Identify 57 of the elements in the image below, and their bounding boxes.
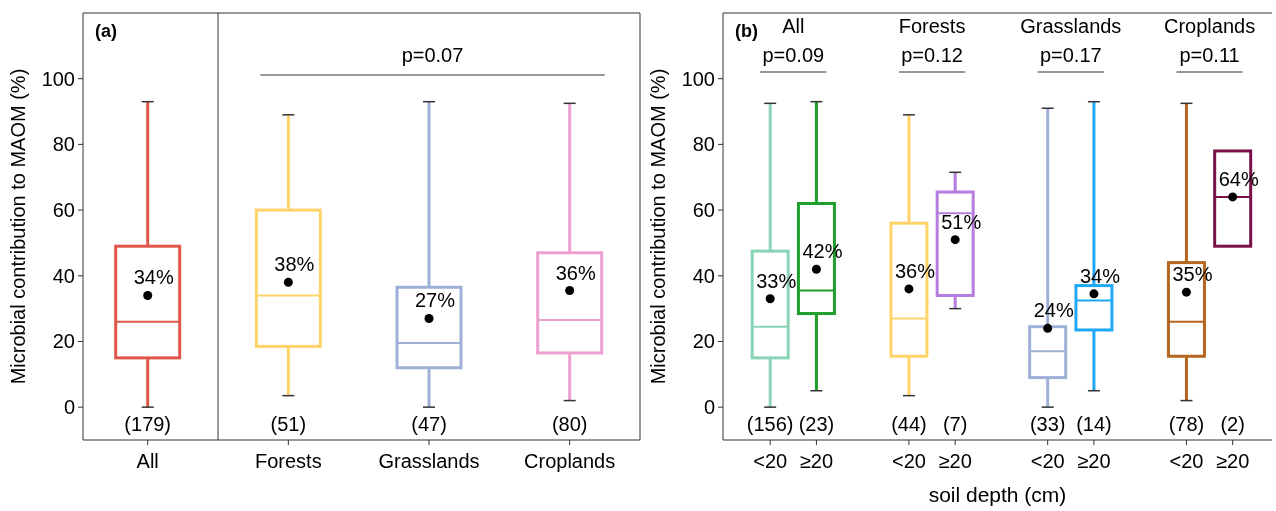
annotation: p=0.07 xyxy=(401,44,464,66)
annotation: Grasslands xyxy=(1020,15,1122,37)
x-tick-label: ≥20 xyxy=(1077,450,1111,472)
text: (b) xyxy=(735,21,758,41)
y-tick-label: 60 xyxy=(52,199,75,222)
annotation: (2) xyxy=(1220,412,1245,435)
x-tick-label: Croplands xyxy=(524,450,616,472)
y-tick-label: 100 xyxy=(681,67,715,90)
y-tick-label: 60 xyxy=(692,199,715,222)
annotation: (33) xyxy=(1029,412,1066,435)
annotation: (47) xyxy=(411,412,447,435)
y-tick-label: 0 xyxy=(703,396,715,419)
x-tick-label: <20 xyxy=(891,450,926,472)
annotation: (23) xyxy=(798,412,835,435)
y-tick-label: 100 xyxy=(41,67,75,90)
x-tick-label: Forests xyxy=(255,450,322,472)
annotation: (179) xyxy=(124,412,172,435)
annotation: 38% xyxy=(274,253,315,276)
x-tick-label: All xyxy=(136,450,159,472)
y-tick-label: 20 xyxy=(52,330,75,353)
x-tick-label: <20 xyxy=(1169,450,1204,472)
y-tick-label: 40 xyxy=(692,264,715,287)
annotation: p=0.09 xyxy=(762,44,825,66)
annotation: (51) xyxy=(270,412,307,435)
x-tick-label: ≥20 xyxy=(1216,450,1250,472)
annotation: (44) xyxy=(891,412,927,435)
x-tick-label: Grasslands xyxy=(378,450,480,472)
y-tick-label: 80 xyxy=(52,133,75,156)
x-axis-title: soil depth (cm) xyxy=(928,483,1067,506)
annotation: 33% xyxy=(756,269,797,292)
text: (a) xyxy=(95,21,117,41)
annotation: Croplands xyxy=(1163,15,1256,37)
annotation: 27% xyxy=(415,289,456,312)
annotation: Forests xyxy=(898,15,966,37)
x-tick-label: <20 xyxy=(753,450,788,472)
annotation: p=0.17 xyxy=(1039,44,1102,66)
y-axis-title: Microbial contribution to MAOM (%) xyxy=(7,68,29,385)
annotation: (156) xyxy=(746,412,794,435)
annotation: p=0.11 xyxy=(1179,44,1240,66)
y-tick-label: 40 xyxy=(52,264,75,287)
annotation: p=0.12 xyxy=(901,44,963,66)
y-axis-title: Microbial contribution to MAOM (%) xyxy=(647,68,669,385)
x-tick-label: <20 xyxy=(1030,450,1065,472)
annotation: (78) xyxy=(1168,412,1205,435)
annotation: (14) xyxy=(1076,412,1112,435)
annotation: 34% xyxy=(133,266,174,289)
y-tick-label: 20 xyxy=(692,330,715,353)
annotation: 51% xyxy=(941,210,982,233)
annotation: (7) xyxy=(942,412,968,435)
annotation: 24% xyxy=(1033,299,1074,322)
y-tick-label: 0 xyxy=(63,396,75,419)
annotation: (80) xyxy=(551,412,588,435)
x-tick-label: ≥20 xyxy=(799,450,834,472)
annotation: 36% xyxy=(555,261,596,284)
annotation: All xyxy=(782,15,805,37)
y-tick-label: 80 xyxy=(692,133,715,156)
x-tick-label: ≥20 xyxy=(938,450,972,472)
